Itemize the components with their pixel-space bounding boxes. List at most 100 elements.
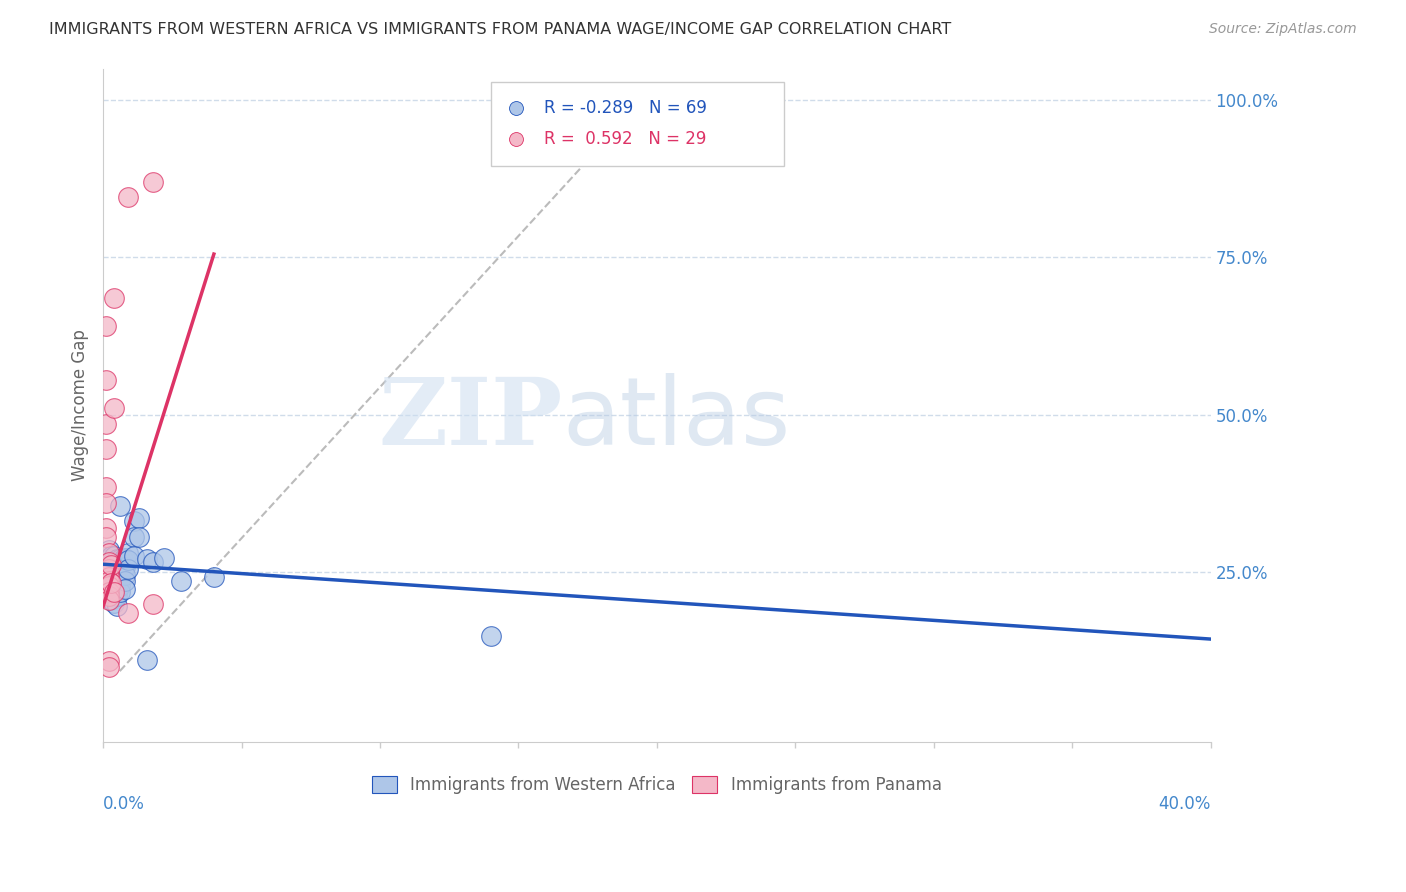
Point: [108, 499, 131, 513]
Point: [169, 574, 191, 589]
Point: [103, 571, 125, 585]
Point: [117, 190, 139, 204]
Point: [97, 589, 120, 603]
Point: [94, 442, 117, 456]
Point: [103, 549, 125, 563]
Point: [97, 566, 120, 580]
Point: [114, 574, 136, 589]
Point: [94, 571, 117, 585]
Point: [94, 521, 117, 535]
Point: [108, 552, 131, 566]
Point: [122, 530, 145, 544]
Point: [105, 574, 128, 589]
Point: [105, 589, 128, 603]
Point: [103, 561, 125, 575]
Text: IMMIGRANTS FROM WESTERN AFRICA VS IMMIGRANTS FROM PANAMA WAGE/INCOME GAP CORRELA: IMMIGRANTS FROM WESTERN AFRICA VS IMMIGR…: [49, 22, 952, 37]
Point: [105, 565, 128, 579]
Point: [94, 373, 117, 387]
Point: [1125, 159, 1147, 173]
Point: [105, 599, 128, 614]
Point: [128, 530, 150, 544]
Point: [94, 319, 117, 334]
Point: [97, 561, 120, 575]
Point: [114, 582, 136, 597]
Text: R =  0.592   N = 29: R = 0.592 N = 29: [544, 130, 706, 148]
Point: [97, 579, 120, 593]
Point: [94, 530, 117, 544]
Point: [94, 555, 117, 569]
Y-axis label: Wage/Income Gap: Wage/Income Gap: [72, 329, 89, 481]
Point: [100, 576, 122, 591]
Text: Source: ZipAtlas.com: Source: ZipAtlas.com: [1209, 22, 1357, 37]
Point: [97, 555, 120, 569]
Point: [128, 511, 150, 525]
Point: [153, 550, 176, 565]
Point: [479, 629, 502, 643]
Point: [105, 579, 128, 593]
Point: [97, 561, 120, 575]
Point: [105, 583, 128, 598]
Point: [97, 593, 120, 607]
Point: [100, 568, 122, 582]
Point: [108, 559, 131, 574]
Point: [94, 565, 117, 579]
Text: 40.0%: 40.0%: [1159, 796, 1211, 814]
Point: [108, 572, 131, 586]
Legend: Immigrants from Western Africa, Immigrants from Panama: Immigrants from Western Africa, Immigran…: [366, 769, 949, 801]
Point: [114, 550, 136, 565]
Point: [117, 553, 139, 567]
Point: [94, 495, 117, 509]
Point: [97, 585, 120, 599]
Point: [136, 653, 159, 667]
Point: [97, 571, 120, 585]
Point: [103, 585, 125, 599]
Point: [105, 552, 128, 566]
Point: [142, 598, 165, 612]
Point: [94, 480, 117, 494]
Point: [100, 549, 122, 563]
Text: ZIP: ZIP: [378, 374, 562, 464]
Point: [111, 552, 134, 566]
Point: [97, 542, 120, 557]
Point: [100, 558, 122, 573]
Point: [202, 570, 225, 584]
Point: [1125, 129, 1147, 144]
Point: [103, 291, 125, 305]
Point: [105, 570, 128, 584]
Point: [103, 555, 125, 569]
Text: atlas: atlas: [562, 373, 792, 465]
Text: 0.0%: 0.0%: [103, 796, 145, 814]
Point: [97, 558, 120, 573]
Point: [117, 606, 139, 620]
Point: [100, 577, 122, 591]
Point: [111, 561, 134, 575]
Point: [103, 585, 125, 599]
Point: [97, 552, 120, 566]
Point: [117, 546, 139, 560]
Point: [122, 515, 145, 529]
Point: [94, 417, 117, 431]
Point: [97, 576, 120, 591]
Point: [97, 581, 120, 595]
Point: [100, 587, 122, 601]
Point: [103, 596, 125, 610]
Point: [97, 654, 120, 668]
Point: [117, 561, 139, 575]
Point: [142, 175, 165, 189]
Point: [122, 549, 145, 563]
Point: [100, 582, 122, 597]
Point: [108, 566, 131, 580]
Point: [97, 566, 120, 580]
Text: R = -0.289   N = 69: R = -0.289 N = 69: [544, 98, 707, 117]
Point: [103, 581, 125, 595]
Point: [142, 555, 165, 569]
Point: [103, 401, 125, 416]
Point: [114, 559, 136, 574]
Point: [100, 593, 122, 607]
Point: [136, 552, 159, 566]
Point: [100, 559, 122, 574]
Point: [97, 660, 120, 674]
Point: [105, 558, 128, 573]
Point: [97, 546, 120, 560]
Point: [103, 576, 125, 591]
